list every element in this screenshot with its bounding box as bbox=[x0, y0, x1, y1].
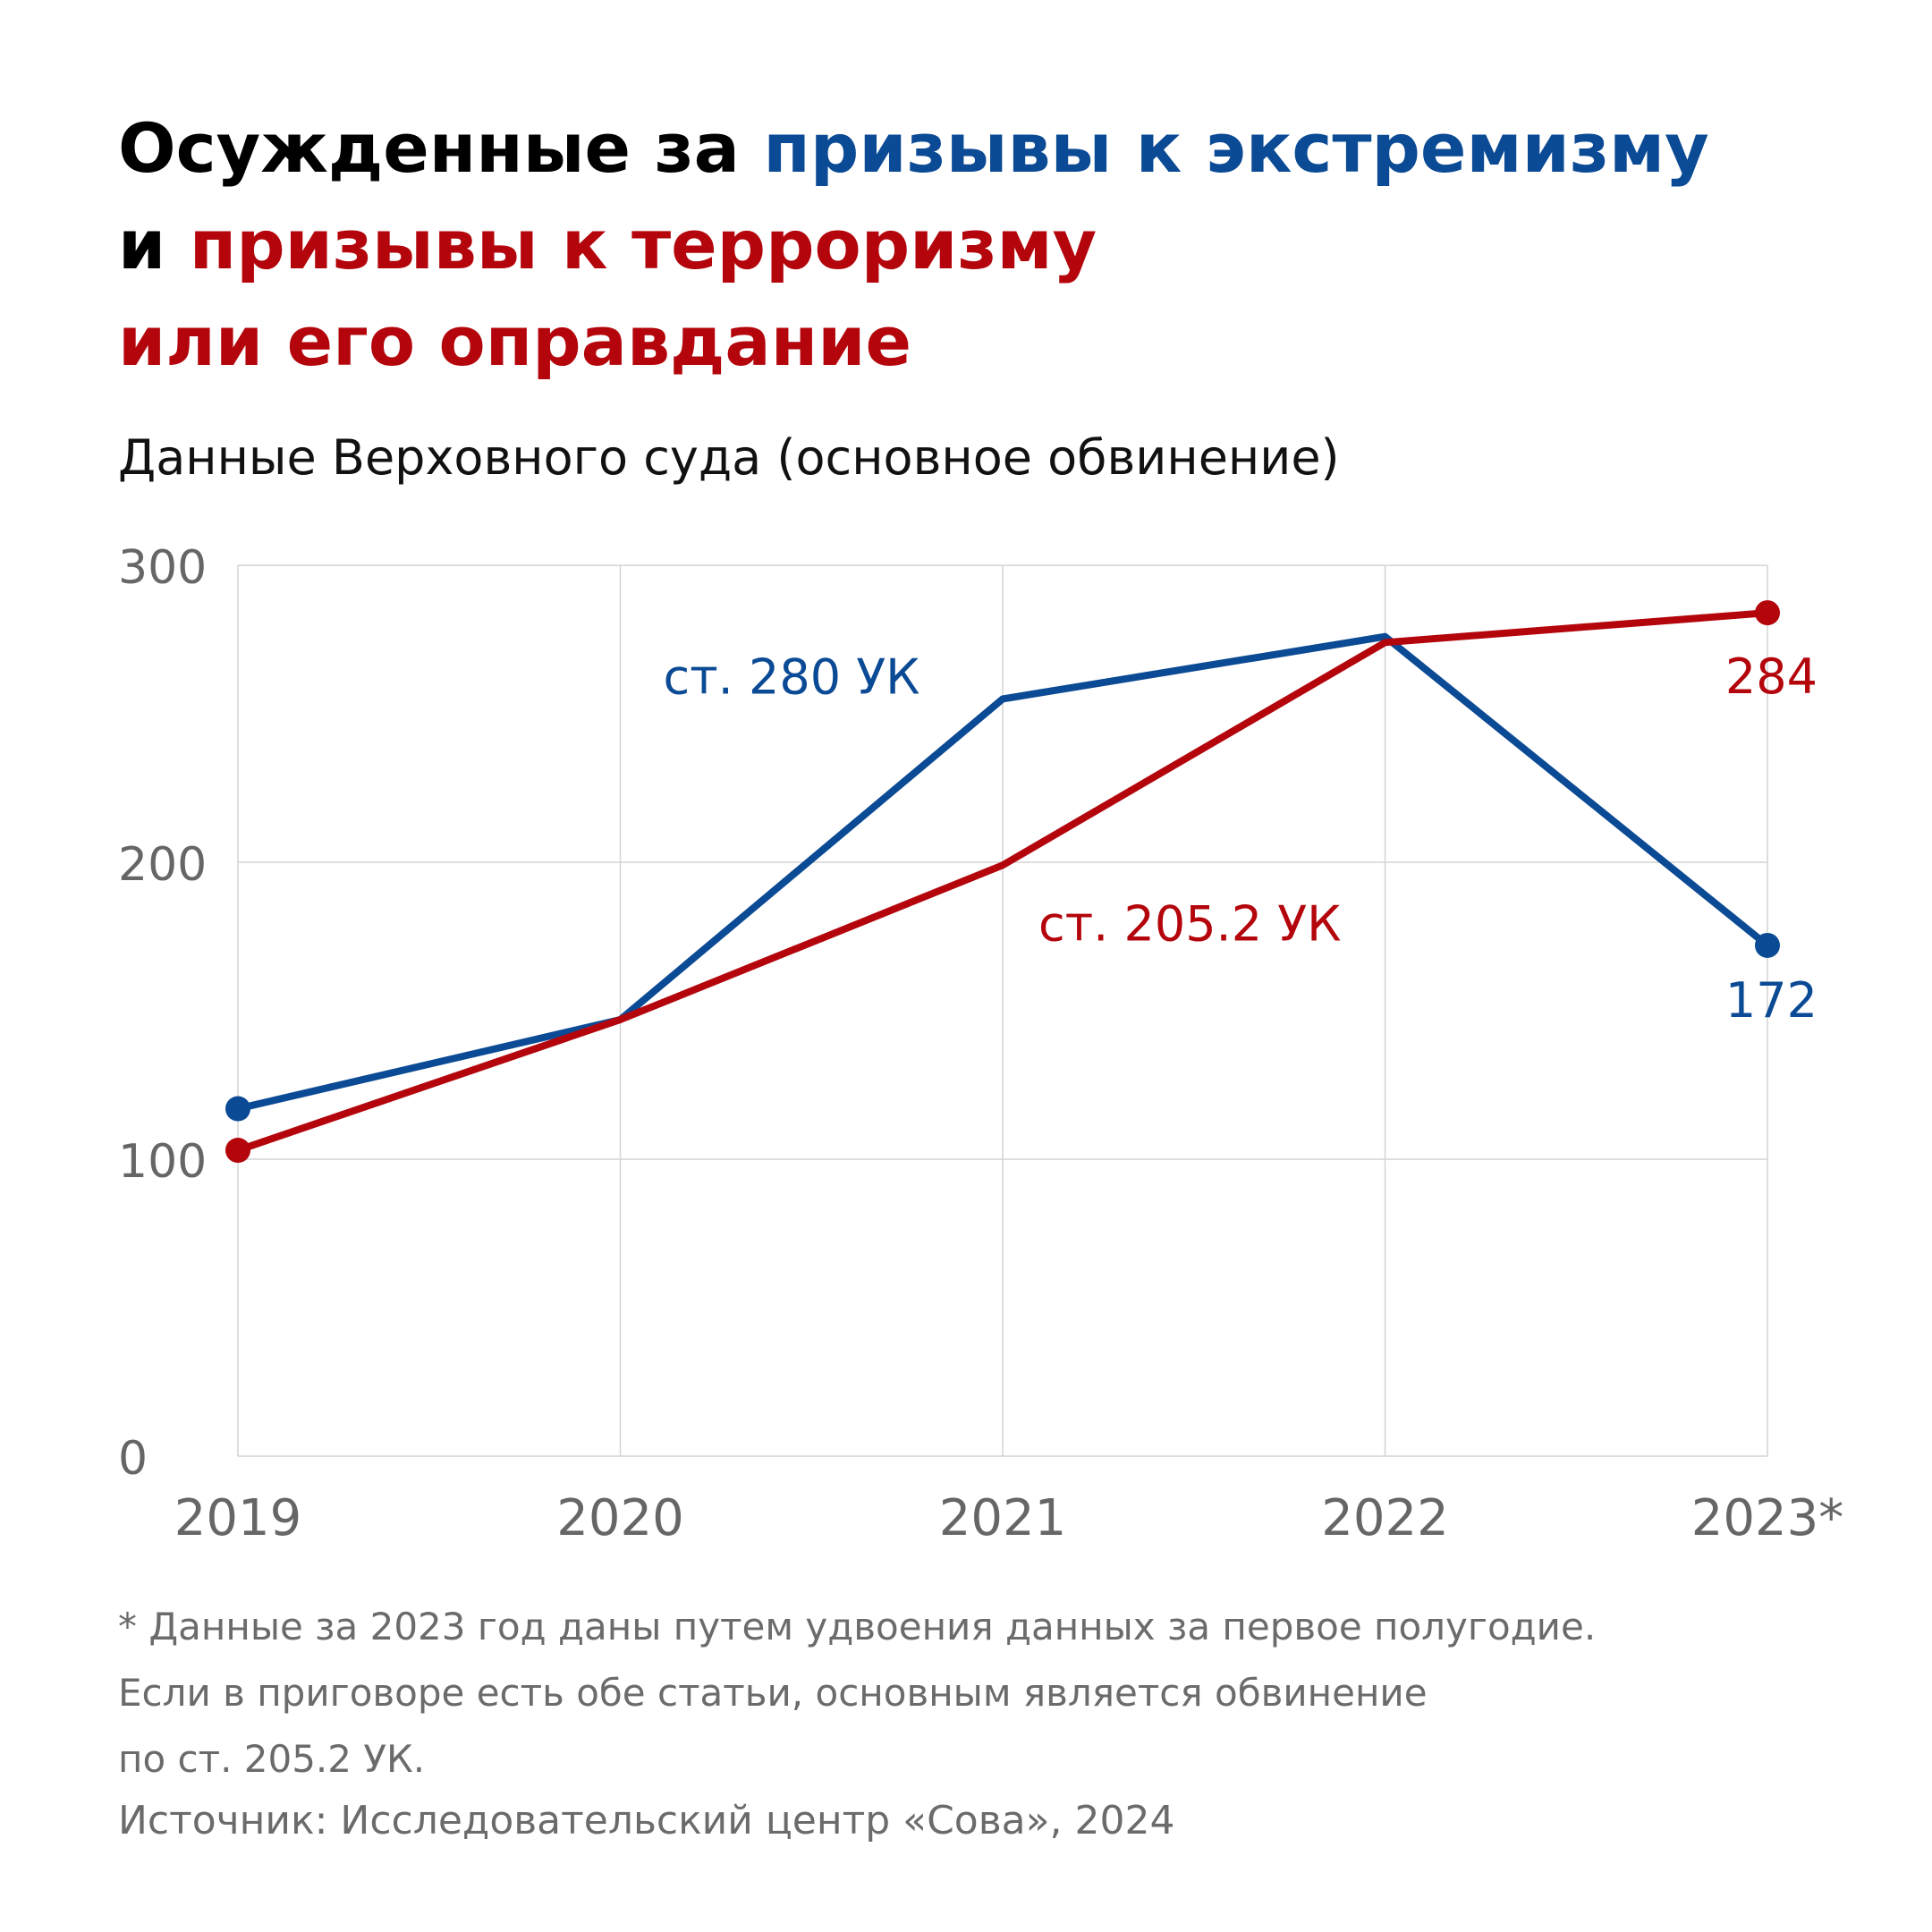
title-terrorism: призывы к терроризму bbox=[189, 205, 1097, 284]
chart-title: Осужденные за призывы к экстремизму и пр… bbox=[118, 100, 1862, 390]
data-point bbox=[1755, 932, 1780, 958]
x-tick-label: 2020 bbox=[556, 1489, 684, 1547]
x-tick-label: 2019 bbox=[174, 1489, 302, 1547]
x-tick-label: 2022 bbox=[1321, 1489, 1449, 1547]
y-tick-label: 200 bbox=[118, 838, 207, 892]
x-tick-label: 2023* bbox=[1691, 1489, 1844, 1547]
data-point bbox=[225, 1138, 250, 1164]
title-justification: или его оправдание bbox=[118, 301, 912, 381]
series-line-1 bbox=[234, 609, 1771, 1155]
y-tick-label: 300 bbox=[118, 541, 207, 595]
title-prefix-1: Осужденные за bbox=[118, 108, 764, 188]
series-line-0 bbox=[234, 632, 1771, 1113]
source-note: Источник: Исследовательский центр «Сова»… bbox=[118, 1798, 1175, 1843]
title-extremism: призывы к экстремизму bbox=[763, 108, 1709, 188]
data-point bbox=[225, 1096, 250, 1122]
data-label: 284 bbox=[1725, 648, 1818, 705]
data-label: 172 bbox=[1725, 972, 1818, 1029]
data-point bbox=[1755, 600, 1780, 626]
footnote-line-1: * Данные за 2023 год даны путем удвоения… bbox=[118, 1605, 1597, 1648]
y-tick-label: 0 bbox=[118, 1432, 148, 1486]
footnote: * Данные за 2023 год даны путем удвоения… bbox=[118, 1594, 1818, 1792]
series-label: ст. 280 УК bbox=[664, 648, 920, 705]
footnote-line-2: Если в приговоре есть обе статьи, основн… bbox=[118, 1671, 1428, 1715]
chart-subtitle: Данные Верховного суда (основное обвинен… bbox=[118, 429, 1340, 486]
footnote-line-3: по ст. 205.2 УК. bbox=[118, 1737, 426, 1781]
line-chart: 0 100 200 300 2019 2020 2021 2022 2023* ст. 280 У… bbox=[118, 541, 1844, 1547]
x-tick-label: 2021 bbox=[939, 1489, 1067, 1547]
y-tick-label: 100 bbox=[118, 1135, 207, 1189]
title-prefix-2: и bbox=[118, 205, 190, 284]
series-label: ст. 205.2 УК bbox=[1038, 895, 1341, 952]
